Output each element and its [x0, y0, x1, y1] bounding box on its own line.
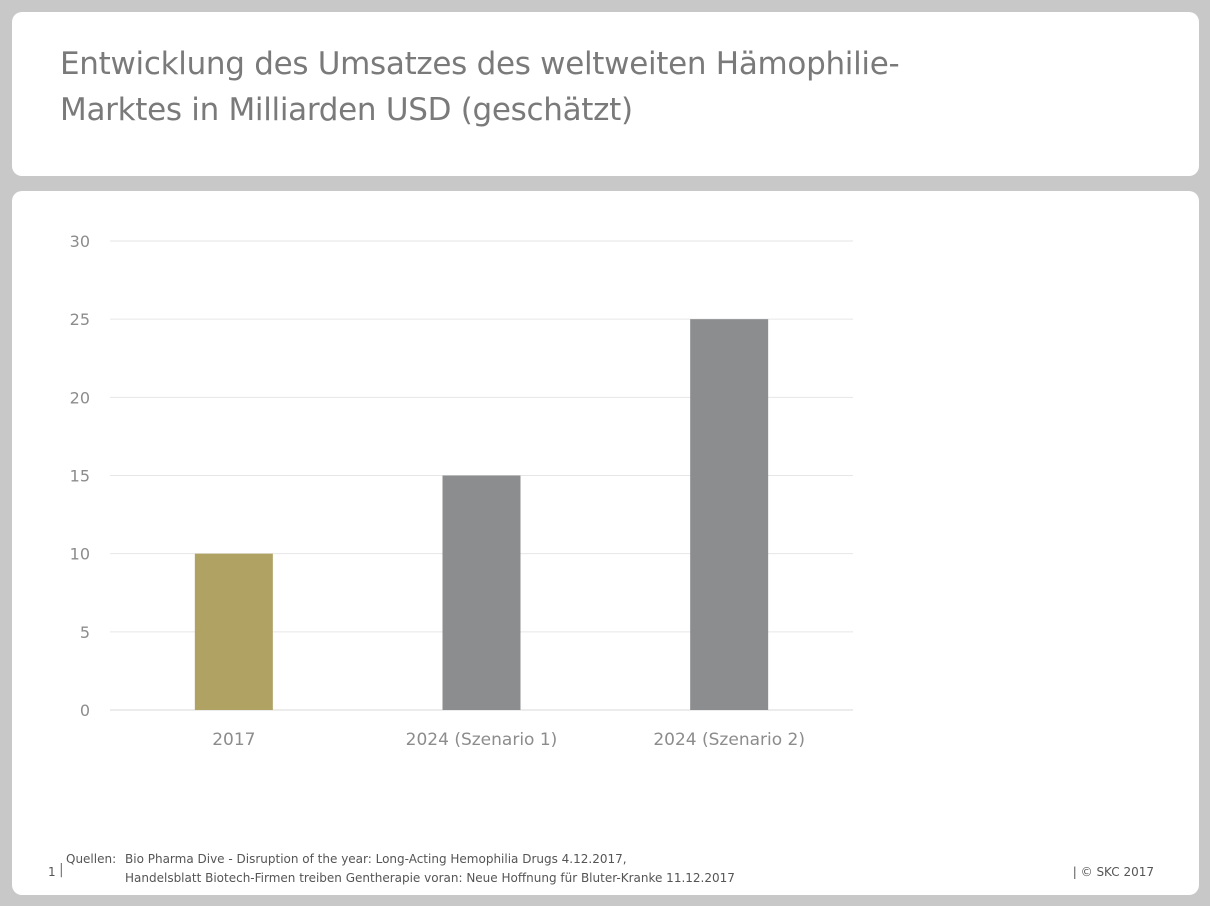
y-tick-label: 0: [80, 701, 90, 720]
page-number: 1: [48, 865, 56, 879]
y-tick-label: 10: [70, 545, 90, 564]
y-tick-label: 5: [80, 623, 90, 642]
source-line-2: Handelsblatt Biotech-Firmen treiben Gent…: [125, 871, 735, 885]
y-axis-ticks: 0 5 10 15 20 25 30: [70, 232, 90, 720]
y-tick-label: 15: [70, 467, 90, 486]
y-tick-label: 25: [70, 310, 90, 329]
y-tick-label: 20: [70, 388, 90, 407]
sources-label: Quellen:: [66, 852, 117, 866]
source-line-1: Bio Pharma Dive - Disruption of the year…: [125, 852, 627, 866]
x-category-label: 2017: [212, 730, 255, 750]
bars: [194, 319, 769, 710]
x-axis-labels: 2017 2024 (Szenario 1) 2024 (Szenario 2): [212, 730, 805, 750]
x-category-label: 2024 (Szenario 2): [653, 730, 805, 750]
title-panel: Entwicklung des Umsatzes des weltweiten …: [12, 12, 1199, 176]
bar: [442, 475, 521, 710]
page-number-separator: |: [59, 862, 64, 878]
chart-title-line-1: Entwicklung des Umsatzes des weltweiten …: [60, 46, 900, 82]
bar: [194, 553, 273, 710]
chart-title-line-2: Marktes in Milliarden USD (geschätzt): [60, 92, 633, 128]
chart-panel: 0 5 10 15 20 25 30 2017 2024 (Szenario 1) 2024 (…: [12, 191, 1199, 895]
x-category-label: 2024 (Szenario 1): [406, 730, 558, 750]
y-tick-label: 30: [70, 232, 90, 251]
bar-chart: 0 5 10 15 20 25 30 2017 2024 (Szenario 1) 2024 (…: [70, 232, 853, 750]
copyright: | © SKC 2017: [1072, 865, 1154, 879]
bar: [690, 319, 769, 710]
